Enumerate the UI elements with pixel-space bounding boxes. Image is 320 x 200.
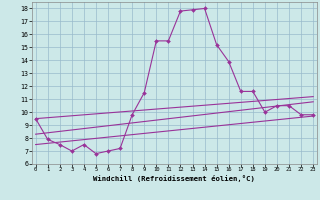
X-axis label: Windchill (Refroidissement éolien,°C): Windchill (Refroidissement éolien,°C)	[93, 175, 255, 182]
